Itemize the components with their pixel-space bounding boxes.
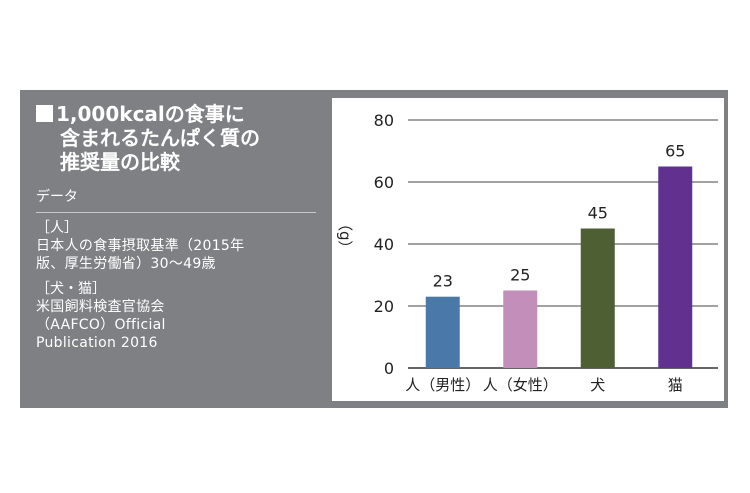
bar-chart-svg: 0 20 40 60 80 23 人（男性） 25 人（女性） 45 犬 65 猫: [374, 111, 718, 394]
bar: [658, 166, 693, 368]
divider: [36, 212, 316, 213]
bar: [425, 296, 460, 368]
source-line: 版、厚生労働省）30〜49歳: [36, 256, 216, 272]
source-line: Publication 2016: [36, 335, 158, 351]
bar: [503, 290, 538, 368]
title-line-2: 含まれるたんぱく質の: [60, 126, 260, 150]
title-line-3: 推奨量の比較: [60, 150, 180, 174]
title-line-1: 1,000kcalの食事に: [56, 102, 245, 126]
x-category-label: 人（男性）: [405, 376, 480, 394]
y-tick-label: 0: [384, 359, 394, 378]
x-category-label: 猫: [668, 376, 683, 394]
y-tick-label: 80: [374, 111, 394, 130]
data-label: 25: [510, 266, 530, 285]
data-label: データ: [36, 189, 78, 205]
bar-chart: （g） 0 20 40 60 80 23 人（男性） 25 人（女性） 45 犬 65 猫: [332, 98, 724, 401]
data-label: 23: [433, 272, 453, 291]
y-tick-label: 60: [374, 173, 394, 192]
data-label: 65: [665, 142, 685, 161]
bar: [580, 228, 615, 368]
source-head-pets: ［犬・猫］: [36, 281, 106, 297]
y-axis-label: （g）: [336, 216, 354, 256]
x-category-label: 犬: [590, 376, 605, 394]
square-bullet-icon: [36, 105, 53, 122]
y-tick-label: 40: [374, 235, 394, 254]
source-line: 日本人の食事摂取基準（2015年: [36, 238, 245, 254]
chart-heading: 1,000kcalの食事に 含まれるたんぱく質の 推奨量の比較: [36, 102, 316, 174]
y-tick-label: 20: [374, 297, 394, 316]
data-label: 45: [588, 204, 608, 223]
x-category-label: 人（女性）: [483, 376, 558, 394]
infographic-panel: 1,000kcalの食事に 含まれるたんぱく質の 推奨量の比較 データ ［人］ …: [20, 90, 728, 408]
source-line: 米国飼料検査官協会: [36, 299, 165, 315]
info-column: 1,000kcalの食事に 含まれるたんぱく質の 推奨量の比較 データ ［人］ …: [20, 90, 330, 408]
source-line: （AAFCO）Official: [36, 317, 166, 333]
source-head-human: ［人］: [36, 220, 78, 236]
